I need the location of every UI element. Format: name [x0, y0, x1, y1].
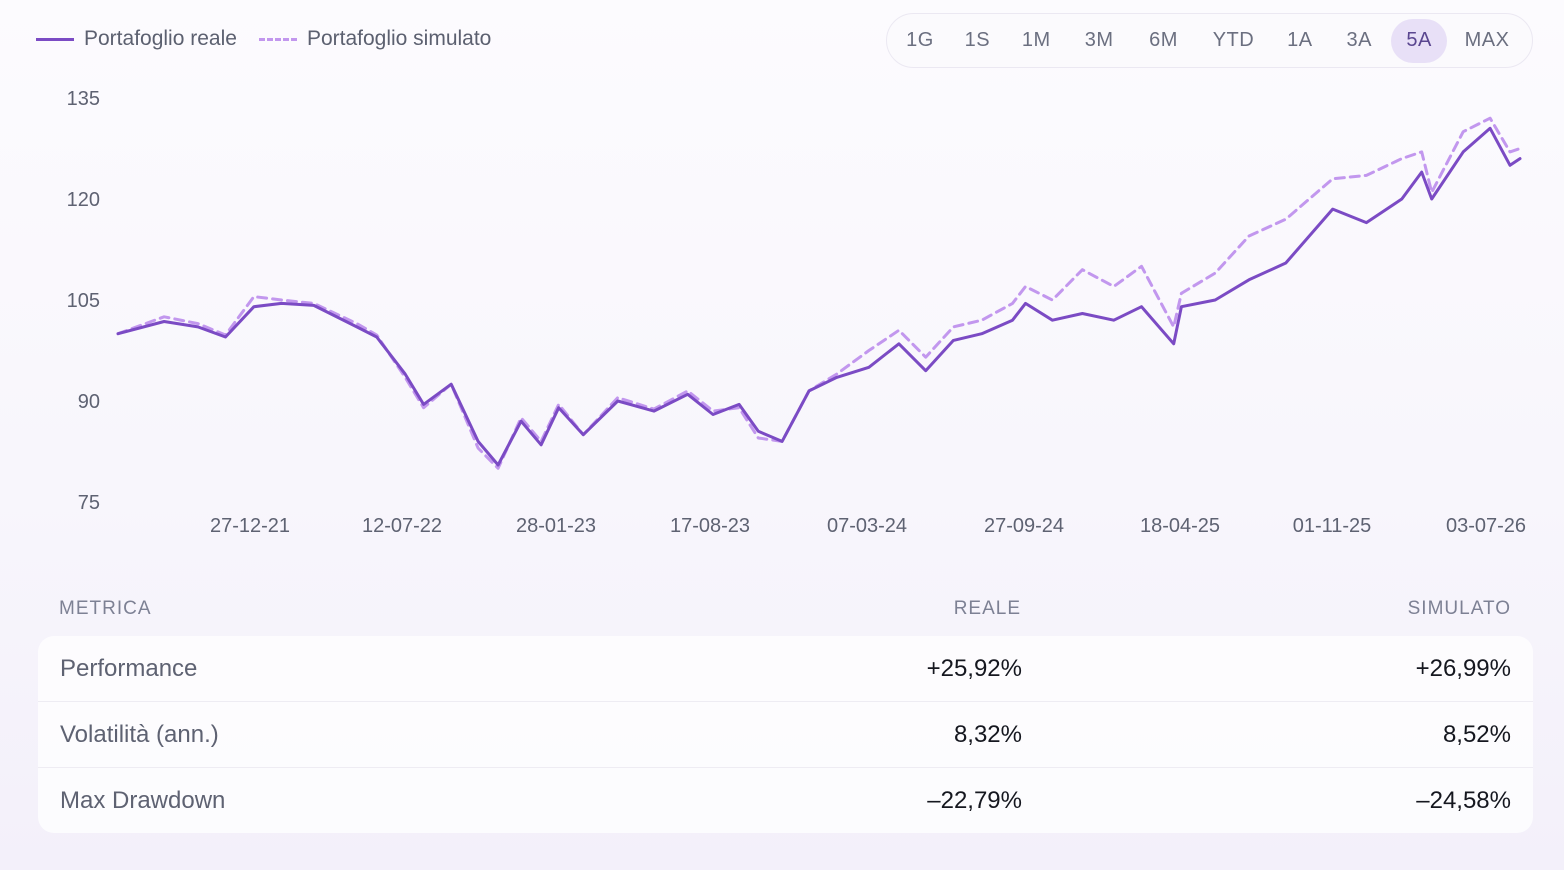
- metrics-table-header: METRICA REALE SIMULATO: [0, 598, 1564, 622]
- metric-name: Max Drawdown: [60, 787, 226, 814]
- metric-simulated-value: +26,99%: [1415, 654, 1511, 682]
- range-button-5a[interactable]: 5A: [1391, 18, 1448, 63]
- metric-name: Volatilità (ann.): [60, 720, 219, 748]
- legend-dashed-line-icon: [258, 37, 297, 41]
- x-tick-label: 27-12-21: [210, 515, 290, 537]
- header-metric: METRICA: [59, 598, 152, 619]
- range-button-max[interactable]: MAX: [1464, 29, 1510, 51]
- y-axis: 75 90 105 120 135: [67, 88, 100, 514]
- metric-real-value: 8,32%: [953, 720, 1022, 748]
- header-real: REALE: [953, 598, 1021, 619]
- x-axis: 27-12-21 12-07-22 28-01-23 17-08-23 07-03-24…: [210, 515, 1526, 537]
- x-tick-label: 28-01-23: [516, 515, 596, 537]
- chart-legend: Portafoglio reale Portafoglio simulato: [36, 27, 513, 51]
- legend-solid-line-icon: [36, 37, 74, 41]
- x-tick-label: 01-11-25: [1293, 515, 1372, 537]
- performance-line-chart: 75 90 105 120 135 27-12-21 12-07-22 28-01-23 17…: [67, 88, 1526, 537]
- metric-simulated-value: –24,58%: [1416, 787, 1511, 814]
- range-button-3a[interactable]: 3A: [1346, 29, 1372, 51]
- x-tick-label: 27-09-24: [984, 515, 1064, 537]
- table-row-max-drawdown: Max Drawdown –22,79% –24,58%: [38, 768, 1533, 834]
- y-tick-label: 120: [67, 189, 100, 211]
- x-tick-label: 07-03-24: [827, 515, 907, 537]
- metric-real-value: –22,79%: [927, 787, 1022, 814]
- chart-lines: [116, 116, 1522, 470]
- time-range-selector: 1G 1S 1M 3M 6M YTD 1A 3A 5A MAX: [886, 13, 1533, 68]
- header-simulated: SIMULATO: [1407, 598, 1511, 619]
- range-button-3m[interactable]: 3M: [1084, 29, 1114, 51]
- legend-item-real: Portafoglio reale: [36, 27, 237, 51]
- range-button-1g[interactable]: 1G: [906, 29, 934, 51]
- y-tick-label: 75: [78, 492, 100, 514]
- series-line-real: [116, 126, 1522, 467]
- range-button-1a[interactable]: 1A: [1287, 29, 1313, 51]
- metric-simulated-value: 8,52%: [1442, 720, 1511, 748]
- x-tick-label: 03-07-26: [1446, 515, 1526, 537]
- metric-real-value: +25,92%: [926, 654, 1022, 682]
- range-button-1s[interactable]: 1S: [964, 29, 991, 51]
- x-tick-label: 17-08-23: [670, 515, 750, 537]
- table-row-performance: Performance +25,92% +26,99%: [38, 636, 1533, 702]
- legend-label-simulated: Portafoglio simulato: [306, 27, 492, 50]
- range-button-1m[interactable]: 1M: [1021, 29, 1051, 51]
- series-line-simulated: [116, 116, 1522, 470]
- y-tick-label: 90: [78, 391, 100, 413]
- table-row-volatility: Volatilità (ann.) 8,32% 8,52%: [38, 702, 1533, 768]
- x-tick-label: 12-07-22: [362, 515, 442, 537]
- metrics-table: Performance +25,92% +26,99% Volatilità (…: [38, 636, 1533, 833]
- metric-name: Performance: [60, 654, 198, 682]
- y-tick-label: 135: [67, 88, 100, 110]
- legend-label-real: Portafoglio reale: [84, 27, 237, 50]
- legend-item-simulated: Portafoglio simulato: [258, 27, 492, 51]
- x-tick-label: 18-04-25: [1140, 515, 1220, 537]
- y-tick-label: 105: [67, 290, 100, 312]
- range-button-ytd[interactable]: YTD: [1212, 29, 1255, 51]
- range-button-6m[interactable]: 6M: [1149, 29, 1178, 51]
